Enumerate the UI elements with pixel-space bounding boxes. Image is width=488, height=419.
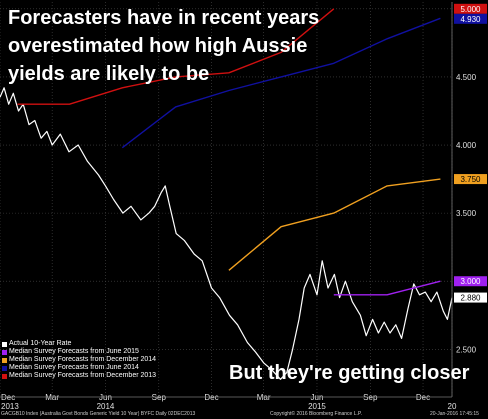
x-tick-label: Mar bbox=[45, 393, 59, 402]
legend-label: Median Survey Forecasts from December 20… bbox=[9, 356, 157, 363]
x-tick-label: Sep bbox=[363, 393, 378, 402]
x-tick-label: Jun bbox=[99, 393, 112, 402]
y-tick-label: 2.500 bbox=[456, 345, 477, 354]
last-value-tag bbox=[454, 174, 487, 185]
legend-swatch bbox=[2, 373, 7, 379]
legend-label: Actual 10-Year Rate bbox=[9, 340, 72, 347]
series-line-actual-10-year-rate bbox=[0, 87, 453, 380]
footer-source: GACGB10 Index (Australia Govt Bonds Gene… bbox=[1, 411, 196, 417]
x-tick-sublabel: 2015 bbox=[308, 402, 326, 411]
footer-timestamp: 20-Jan-2016 17:45:15 bbox=[430, 411, 479, 417]
footer: GACGB10 Index (Australia Govt Bonds Gene… bbox=[0, 410, 488, 419]
x-tick-label: Mar bbox=[257, 393, 271, 402]
x-tick-sublabel: 20 bbox=[448, 402, 457, 411]
chart-headline: Forecasters have in recent years overest… bbox=[8, 7, 320, 85]
legend-item: Median Survey Forecasts from December 20… bbox=[2, 356, 226, 364]
legend-label: Median Survey Forecasts from June 2015 bbox=[9, 348, 139, 355]
legend: Actual 10-Year Rate Median Survey Forecas… bbox=[2, 340, 226, 380]
legend-item: Median Survey Forecasts from June 2015 bbox=[2, 348, 226, 356]
x-tick-label: Sep bbox=[152, 393, 167, 402]
x-tick-label: Dec bbox=[416, 393, 430, 402]
last-value-label: 5.000 bbox=[460, 5, 481, 14]
legend-swatch bbox=[2, 349, 7, 355]
chart-subheadline: But they're getting closer bbox=[229, 362, 470, 384]
series-line-median-survey-forecasts-from-june-2015 bbox=[333, 280, 441, 296]
last-value-tag bbox=[454, 3, 487, 14]
x-tick-label: Dec bbox=[204, 393, 218, 402]
legend-item: Actual 10-Year Rate bbox=[2, 340, 226, 348]
footer-copyright: Copyright© 2016 Bloomberg Finance L.P. bbox=[270, 411, 362, 417]
last-value-tag bbox=[454, 292, 487, 303]
legend-label: Median Survey Forecasts from December 20… bbox=[9, 372, 157, 379]
last-value-label: 4.930 bbox=[460, 15, 481, 24]
series-layer bbox=[0, 8, 453, 380]
last-value-tag bbox=[454, 276, 487, 287]
series-line-median-survey-forecasts-from-december-2014 bbox=[228, 178, 441, 271]
last-value-label: 3.000 bbox=[460, 277, 481, 286]
y-tick-label: 4.000 bbox=[456, 141, 477, 150]
last-value-tag bbox=[454, 13, 487, 24]
grid bbox=[0, 2, 453, 397]
legend-swatch bbox=[2, 341, 7, 347]
x-tick-sublabel: 2014 bbox=[97, 402, 115, 411]
x-tick-sublabel: 2013 bbox=[1, 402, 19, 411]
legend-label: Median Survey Forecasts from June 2014 bbox=[9, 364, 139, 371]
series-line-median-survey-forecasts-from-december-2013 bbox=[17, 8, 335, 105]
y-tick-label: 3.500 bbox=[456, 209, 477, 218]
legend-item: Median Survey Forecasts from June 2014 bbox=[2, 364, 226, 372]
legend-swatch bbox=[2, 357, 7, 363]
last-value-label: 3.750 bbox=[460, 175, 481, 184]
x-tick-label: Jun bbox=[311, 393, 324, 402]
series-line-median-survey-forecasts-from-june-2014 bbox=[121, 17, 441, 149]
last-value-label: 2.880 bbox=[460, 294, 481, 303]
x-tick-label: Dec bbox=[1, 393, 15, 402]
legend-item: Median Survey Forecasts from December 20… bbox=[2, 372, 226, 380]
legend-swatch bbox=[2, 365, 7, 371]
y-tick-label: 4.500 bbox=[456, 73, 477, 82]
